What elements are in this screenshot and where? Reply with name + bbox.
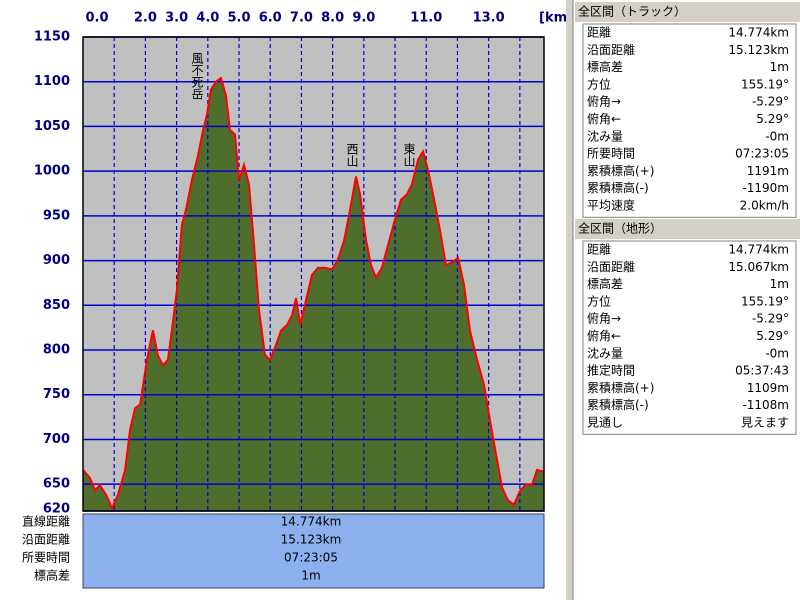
row-value: 5.29° (756, 329, 789, 343)
row-value: -0m (765, 129, 789, 143)
row-value: 1m (770, 60, 789, 74)
x-unit: [km] (539, 11, 573, 26)
x-tick-label: 13.0 (473, 11, 505, 26)
row-label: 累積標高(+) (587, 380, 654, 395)
row-label: 累積標高(-) (587, 180, 649, 195)
y-tick-label: 1150 (34, 30, 70, 45)
y-tick-label: 650 (43, 477, 70, 492)
row-value: -0m (765, 346, 789, 360)
y-tick-label: 750 (43, 387, 70, 402)
row-value: 07:23:05 (735, 147, 789, 161)
y-tick-label: 1000 (34, 164, 70, 179)
panel-title: 全区間（トラック） (578, 4, 686, 19)
row-value: 見えます (741, 416, 789, 430)
summary-value: 15.123km (281, 533, 342, 547)
row-value: 14.774km (728, 26, 789, 40)
x-tick-label: 0.0 (85, 11, 108, 26)
row-label: 距離 (587, 243, 611, 257)
row-value: -1108m (742, 398, 789, 412)
panel-table (582, 23, 797, 218)
panel-header (575, 219, 800, 239)
row-label: 累積標高(+) (587, 163, 654, 178)
row-label: 累積標高(-) (587, 397, 649, 412)
row-label: 俯角→ (587, 94, 621, 109)
x-tick-label: 3.0 (165, 11, 188, 26)
row-label: 標高差 (587, 276, 623, 291)
peak-label: 西山 (345, 143, 359, 167)
elevation-line (82, 76, 545, 511)
row-value: 15.067km (728, 260, 789, 274)
y-tick-label: 1100 (34, 74, 70, 89)
summary-label: 直線距離 (22, 514, 70, 529)
x-tick-label: 8.0 (321, 11, 344, 26)
row-value: -5.29° (752, 312, 789, 326)
row-label: 距離 (587, 26, 611, 40)
summary-value: 07:23:05 (284, 551, 338, 565)
row-label: 所要時間 (587, 147, 635, 161)
row-label: 俯角← (587, 328, 621, 343)
row-label: 沿面距離 (587, 43, 635, 57)
y-tick-label: 700 (43, 432, 70, 447)
x-tick-label: 11.0 (410, 11, 442, 26)
panel-title: 全区間（地形） (578, 221, 662, 236)
row-value: -1190m (742, 181, 789, 195)
y-tick-label: 800 (43, 343, 70, 358)
x-tick-label: 4.0 (196, 11, 219, 26)
row-value: 15.123km (728, 43, 789, 57)
row-label: 沈み量 (587, 128, 623, 143)
summary-box (82, 513, 545, 589)
row-value: 155.19° (741, 77, 789, 91)
row-value: 5.29° (756, 112, 789, 126)
y-tick-label: 850 (43, 298, 70, 313)
row-label: 俯角← (587, 111, 621, 126)
x-tick-label: 9.0 (352, 11, 375, 26)
y-tick-label: 1050 (34, 119, 70, 134)
row-label: 俯角→ (587, 311, 621, 326)
peak-label: 東山 (402, 143, 416, 167)
x-tick-label: 7.0 (290, 11, 313, 26)
row-label: 標高差 (587, 59, 623, 74)
panel-table (582, 240, 797, 435)
row-value: 14.774km (728, 243, 789, 257)
summary-value: 1m (301, 569, 320, 583)
row-value: -5.29° (752, 95, 789, 109)
panel-header (575, 2, 800, 22)
summary-label: 沿面距離 (22, 533, 70, 547)
row-label: 推定時間 (587, 363, 635, 378)
summary-label: 標高差 (34, 568, 70, 583)
row-label: 沿面距離 (587, 260, 635, 274)
y-tick-label: 900 (43, 253, 70, 268)
row-value: 1m (770, 277, 789, 291)
row-value: 2.0km/h (740, 199, 789, 213)
row-label: 沈み量 (587, 345, 623, 360)
y-tick-label: 950 (43, 208, 70, 223)
row-value: 1191m (747, 164, 789, 178)
plot-frame (82, 36, 545, 512)
row-label: 平均速度 (587, 198, 635, 213)
x-tick-label: 5.0 (228, 11, 251, 26)
summary-label: 所要時間 (22, 551, 70, 565)
summary-value: 14.774km (281, 515, 342, 529)
peak-label: 風不死岳 (190, 52, 204, 100)
x-tick-label: 2.0 (134, 11, 157, 26)
row-value: 155.19° (741, 294, 789, 308)
row-value: 05:37:43 (735, 364, 789, 378)
y-tick-label: 620 (43, 502, 70, 517)
row-label: 方位 (587, 293, 611, 308)
separator (566, 0, 573, 600)
row-label: 方位 (587, 76, 611, 91)
x-tick-label: 6.0 (259, 11, 282, 26)
row-value: 1109m (747, 381, 789, 395)
row-label: 見通し (587, 416, 623, 430)
